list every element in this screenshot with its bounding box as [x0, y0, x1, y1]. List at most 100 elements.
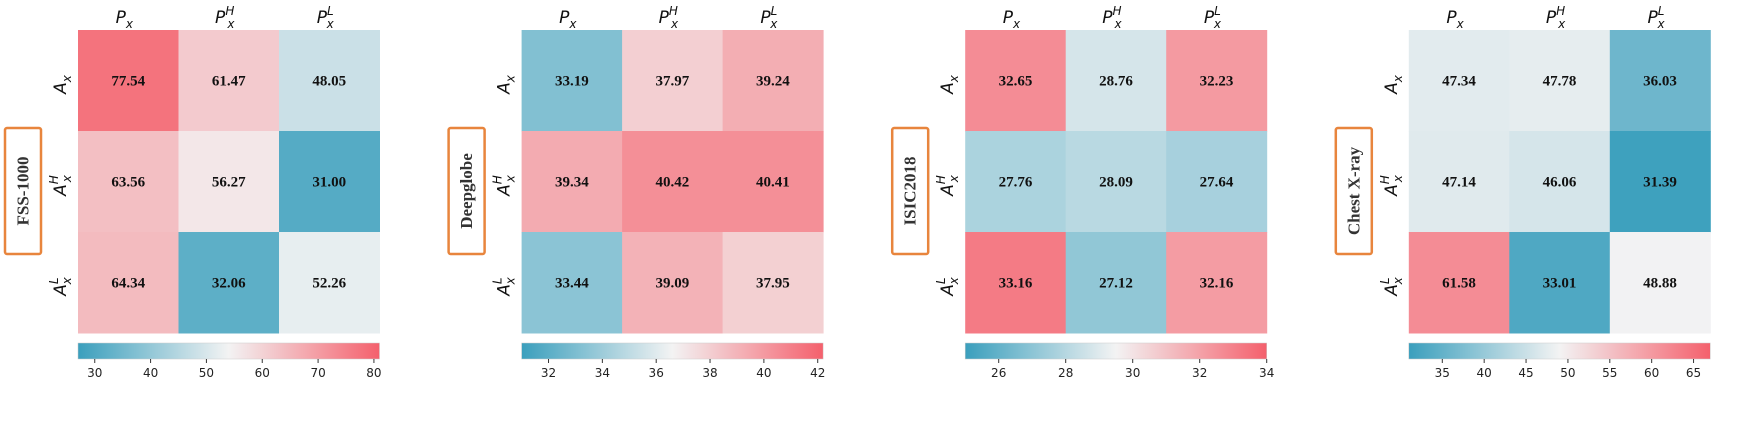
column-header: PH x	[1102, 4, 1122, 31]
column-header: PL x	[760, 4, 778, 31]
cell-value: 32.16	[1200, 276, 1234, 292]
colorbar-tick-label: 32	[541, 366, 556, 380]
heatmap-cell	[1065, 232, 1167, 334]
cell-value: 31.00	[312, 175, 346, 191]
heatmap-cell	[1609, 232, 1711, 334]
column-header: PH x	[659, 4, 679, 31]
column-header: PH x	[1546, 4, 1566, 31]
row-header-group: ALx	[934, 276, 961, 296]
heatmap-cell	[279, 30, 380, 132]
row-header: Ax	[1382, 74, 1405, 95]
heatmap-cell	[521, 30, 623, 132]
row-header: AHx	[491, 174, 518, 197]
heatmap-cell	[622, 232, 724, 334]
row-header-group: Ax	[938, 74, 961, 95]
row-header-group: Ax	[1382, 74, 1405, 95]
colorbar-tick-label: 65	[1686, 366, 1701, 380]
row-header: ALx	[934, 276, 961, 296]
colorbar	[964, 342, 1267, 360]
heatmap-cell	[78, 30, 179, 132]
heatmap-cell	[965, 232, 1067, 334]
heatmap-cell	[78, 232, 179, 334]
cell-value: 48.88	[1643, 276, 1677, 292]
heatmap-cell	[279, 232, 380, 334]
row-header-group: AHx	[47, 174, 74, 197]
column-header: PL x	[1648, 4, 1666, 31]
row-header: AHx	[47, 174, 74, 197]
cell-value: 47.78	[1543, 74, 1577, 90]
colorbar-tick-label: 30	[87, 366, 102, 380]
row-header-group: ALx	[47, 276, 74, 296]
row-header-group: AHx	[491, 174, 518, 197]
heatmap-cell	[965, 131, 1067, 233]
cell-value: 61.47	[212, 74, 246, 90]
dataset-label-box	[1334, 126, 1374, 256]
colorbar-tick-label: 42	[810, 366, 825, 380]
heatmap-cell	[722, 232, 824, 334]
row-header: Ax	[938, 74, 961, 95]
dataset-label: Chest X-ray	[1344, 146, 1363, 235]
cell-value: 31.39	[1643, 175, 1677, 191]
heatmap-cell	[1408, 232, 1510, 334]
colorbar	[77, 342, 380, 360]
heatmap-cell	[178, 30, 280, 132]
cell-value: 36.03	[1643, 74, 1677, 90]
cell-value: 28.09	[1099, 175, 1133, 191]
cell-value: 33.16	[999, 276, 1033, 292]
cell-value: 77.54	[111, 74, 145, 90]
colorbar	[1408, 342, 1711, 360]
colorbar-tick-label: 28	[1058, 366, 1073, 380]
column-header: Px	[1003, 8, 1021, 31]
dataset-label: ISIC2018	[901, 157, 920, 226]
colorbar-tick-label: 50	[199, 366, 214, 380]
cell-value: 27.64	[1200, 175, 1234, 191]
heatmap-cell	[722, 131, 824, 233]
column-header: PH x	[215, 4, 235, 31]
row-header: AHx	[1378, 174, 1405, 197]
cell-value: 33.01	[1543, 276, 1577, 292]
colorbar-tick-label: 35	[1435, 366, 1450, 380]
cell-value: 39.09	[655, 276, 689, 292]
colorbar-tick-label: 40	[143, 366, 158, 380]
dataset-label-box	[890, 126, 930, 256]
colorbar-tick-label: 60	[1644, 366, 1659, 380]
cell-value: 39.24	[756, 74, 790, 90]
cell-value: 32.06	[212, 276, 246, 292]
cell-value: 37.97	[655, 74, 689, 90]
cell-value: 48.05	[312, 74, 346, 90]
heatmap-cell	[178, 232, 280, 334]
row-header-group: ALx	[1378, 276, 1405, 296]
heatmap-cell	[1609, 131, 1711, 233]
row-header-group: Ax	[495, 74, 518, 95]
heatmap-cell	[1166, 30, 1268, 132]
heatmap-cell	[521, 131, 623, 233]
colorbar-tick-label: 30	[1125, 366, 1140, 380]
cell-value: 37.95	[756, 276, 790, 292]
column-header: Px	[1446, 8, 1464, 31]
cell-value: 61.58	[1442, 276, 1476, 292]
cell-value: 46.06	[1543, 175, 1577, 191]
heatmap-cell	[1509, 131, 1611, 233]
cell-value: 56.27	[212, 175, 246, 191]
heatmap-cell	[1609, 30, 1711, 132]
heatmap-cell	[1065, 131, 1167, 233]
heatmap-cell	[178, 131, 280, 233]
colorbar-tick-label: 34	[1259, 366, 1274, 380]
colorbar-tick-label: 38	[702, 366, 717, 380]
row-header-group: AHx	[934, 174, 961, 197]
colorbar	[521, 342, 824, 360]
row-header: AHx	[934, 174, 961, 197]
row-header-group: ALx	[491, 276, 518, 296]
colorbar-tick-label: 60	[255, 366, 270, 380]
heatmap-cell	[1509, 30, 1611, 132]
cell-value: 33.19	[555, 74, 589, 90]
colorbar-tick-label: 36	[649, 366, 664, 380]
colorbar-tick-label: 32	[1192, 366, 1207, 380]
colorbar-tick-label: 45	[1518, 366, 1533, 380]
row-header: ALx	[491, 276, 518, 296]
colorbar-tick-label: 70	[310, 366, 325, 380]
colorbar-tick-label: 55	[1602, 366, 1617, 380]
column-header: Px	[116, 8, 134, 31]
column-header: PL x	[317, 4, 335, 31]
cell-value: 28.76	[1099, 74, 1133, 90]
